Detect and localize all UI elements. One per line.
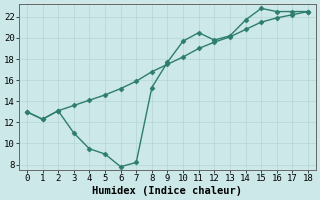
- X-axis label: Humidex (Indice chaleur): Humidex (Indice chaleur): [92, 186, 243, 196]
